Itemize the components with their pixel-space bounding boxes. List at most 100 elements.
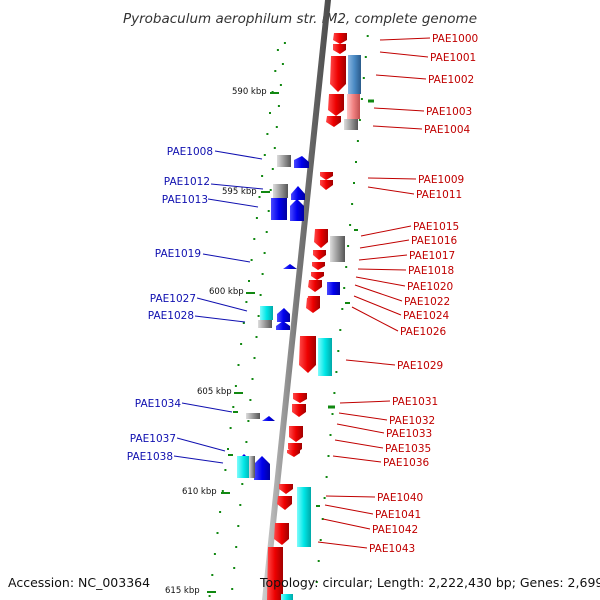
forward-strand-genes[interactable]	[267, 33, 347, 600]
guide-dot	[273, 147, 276, 149]
guide-dot	[356, 140, 359, 142]
gene-label-PAE1035[interactable]: PAE1035	[385, 443, 431, 455]
gene-label-PAE1036[interactable]: PAE1036	[383, 457, 430, 469]
guide-dot	[281, 63, 284, 65]
gene-label-PAE1003[interactable]: PAE1003	[426, 106, 472, 118]
gene-label-PAE1017[interactable]: PAE1017	[409, 250, 455, 262]
gene-arrow-PAE1034[interactable]	[262, 416, 275, 421]
gene-label-PAE1043[interactable]: PAE1043	[369, 543, 415, 555]
gene-label-PAE1040[interactable]: PAE1040	[377, 492, 423, 504]
guide-dot	[224, 469, 227, 471]
gene-arrow-PAE1040[interactable]	[279, 484, 293, 494]
gene-arrow-PAE1026[interactable]	[306, 298, 320, 313]
gene-label-PAE1012[interactable]: PAE1012	[164, 176, 210, 188]
track-cyan	[260, 306, 273, 320]
guide-dot	[263, 252, 266, 254]
scale-label-590: 590 kbp	[232, 87, 267, 97]
guide-dot	[333, 392, 336, 394]
gene-label-PAE1042[interactable]: PAE1042	[372, 524, 418, 536]
track-cyan	[318, 338, 332, 376]
gene-arrow-PAE1001[interactable]	[333, 44, 346, 54]
guide-dot	[239, 504, 242, 506]
gene-label-PAE1016[interactable]: PAE1016	[411, 235, 458, 247]
gene-label-PAE1038[interactable]: PAE1038	[127, 451, 173, 463]
guide-dot	[265, 231, 268, 233]
gene-label-PAE1028[interactable]: PAE1028	[148, 310, 194, 322]
scale-label-595: 595 kbp	[222, 187, 257, 197]
guide-dot	[266, 133, 269, 135]
guide-dot	[216, 532, 219, 534]
gene-arrow-PAE1028[interactable]	[276, 321, 290, 330]
guide-dot	[269, 189, 272, 191]
gene-label-PAE1033[interactable]: PAE1033	[386, 428, 432, 440]
gene-arrow-PAE1012[interactable]	[291, 186, 305, 200]
guide-dot	[283, 42, 286, 44]
gene-label-PAE1000[interactable]: PAE1000	[432, 33, 478, 45]
gene-label-PAE1018[interactable]: PAE1018	[408, 265, 454, 277]
gene-label-PAE1041[interactable]: PAE1041	[375, 509, 421, 521]
gene-label-PAE1020[interactable]: PAE1020	[407, 281, 453, 293]
gene-labels-right[interactable]: PAE1000 PAE1001 PAE1002 PAE1003 PAE1004 …	[369, 33, 478, 555]
gene-label-PAE1032[interactable]: PAE1032	[389, 415, 435, 427]
gene-arrow-PAE1043[interactable]	[267, 547, 283, 600]
gene-arrow-PAE1029[interactable]	[299, 336, 316, 373]
track-grey	[273, 184, 288, 198]
guide-dot	[233, 567, 236, 569]
guide-dot	[237, 364, 240, 366]
gene-label-PAE1031[interactable]: PAE1031	[392, 396, 438, 408]
gene-arrow-PAE1027[interactable]	[277, 308, 290, 322]
map-title: Pyrobaculum aerophilum str. IM2, complet…	[123, 11, 477, 27]
gene-label-PAE1029[interactable]: PAE1029	[397, 360, 443, 372]
gene-label-PAE1011[interactable]: PAE1011	[416, 189, 462, 201]
gene-label-PAE1001[interactable]: PAE1001	[430, 52, 476, 64]
gene-label-PAE1002[interactable]: PAE1002	[428, 74, 474, 86]
gene-arrow-PAE1032[interactable]	[292, 404, 306, 417]
gene-label-PAE1008[interactable]: PAE1008	[167, 146, 213, 158]
gene-label-PAE1037[interactable]: PAE1037	[130, 433, 176, 445]
gene-label-PAE1019[interactable]: PAE1019	[155, 248, 201, 260]
gene-label-PAE1022[interactable]: PAE1022	[404, 296, 450, 308]
gene-arrow-PAE1013[interactable]	[290, 199, 304, 221]
gene-arrow-PAE1016[interactable]	[313, 250, 326, 260]
gene-label-PAE1013[interactable]: PAE1013	[162, 194, 208, 206]
gene-arrow-PAE1008[interactable]	[294, 156, 309, 168]
gene-arrow-PAE1020[interactable]	[308, 280, 322, 292]
gene-label-PAE1026[interactable]: PAE1026	[400, 326, 447, 338]
gene-arrow-PAE1033[interactable]	[289, 426, 303, 442]
guide-dot	[327, 455, 330, 457]
guide-dot	[259, 294, 262, 296]
gene-arrow-PAE1019[interactable]	[283, 264, 297, 269]
gene-label-PAE1027[interactable]: PAE1027	[150, 293, 196, 305]
gene-label-PAE1034[interactable]: PAE1034	[135, 398, 182, 410]
guide-dot	[263, 154, 266, 156]
gene-arrow-PAE1037[interactable]	[254, 456, 270, 480]
gene-arrow-PAE1041[interactable]	[277, 496, 292, 510]
genome-summary-text: Topology: circular; Length: 2,222,430 bp…	[259, 575, 600, 590]
track-grey	[258, 320, 272, 328]
gene-arrow-PAE1036[interactable]	[287, 450, 300, 457]
gene-arrow-PAE1015[interactable]	[314, 229, 328, 248]
gene-arrow-PAE1004[interactable]	[326, 116, 341, 127]
reverse-strand-genes[interactable]	[240, 156, 340, 480]
gene-arrow-PAE1000[interactable]	[333, 33, 347, 44]
gene-arrow-PAE1042[interactable]	[274, 523, 289, 545]
gene-arrow-PAE1017[interactable]	[312, 262, 325, 270]
gene-label-PAE1024[interactable]: PAE1024	[403, 310, 450, 322]
gene-label-PAE1009[interactable]: PAE1009	[418, 174, 464, 186]
gene-arrow-PAE1009[interactable]	[320, 172, 333, 180]
gene-labels-left[interactable]: PAE1008 PAE1012 PAE1013 PAE1019 PAE1027 …	[127, 146, 213, 463]
gene-label-PAE1015[interactable]: PAE1015	[413, 221, 459, 233]
guide-dot	[242, 322, 245, 324]
gene-label-PAE1004[interactable]: PAE1004	[424, 124, 471, 136]
gene-arrow-PAE1002[interactable]	[330, 56, 346, 92]
guide-dot	[325, 476, 328, 478]
gene-arrow-PAE1003[interactable]	[328, 94, 344, 116]
track-pink	[347, 94, 360, 119]
track-cyan	[237, 456, 251, 478]
guide-dot	[229, 427, 232, 429]
guide-dot	[319, 539, 322, 541]
gene-arrow-PAE1011[interactable]	[320, 180, 333, 190]
gene-arrow-PAE1018[interactable]	[311, 272, 324, 280]
guide-dot	[351, 203, 354, 205]
gene-arrow-PAE1031[interactable]	[293, 393, 307, 403]
